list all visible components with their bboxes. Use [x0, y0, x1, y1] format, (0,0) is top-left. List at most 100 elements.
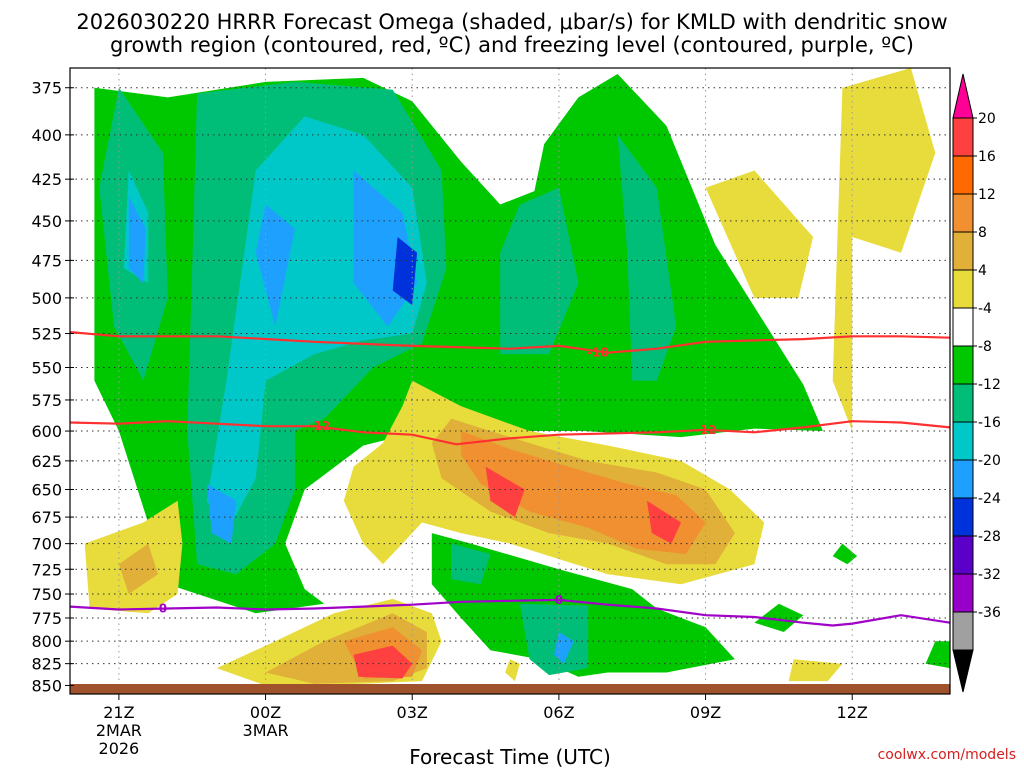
y-tick-800: 800: [31, 632, 62, 651]
x-tick-date-21Z: 2MAR: [96, 721, 142, 740]
x-tick-year-21Z: 2026: [99, 739, 140, 758]
dgz-minus-12-line: [70, 420, 950, 446]
colorbar-bin-6: [952, 345, 974, 385]
y-axis: 375 400 425 450 475 500 525 550 575 600 625 650 675 7…: [31, 79, 74, 695]
y-tick-700: 700: [31, 535, 62, 554]
colorbar-label-8: 8: [978, 225, 987, 241]
y-tick-725: 725: [31, 560, 62, 579]
freezing-level-0-label-1: 0: [555, 593, 563, 607]
omega-region--12-7: [500, 187, 579, 355]
colorbar-label-4: 4: [978, 263, 987, 279]
colorbar-label--12: -12: [978, 377, 1001, 393]
colorbar-bin-2: [952, 193, 974, 233]
y-tick-675: 675: [31, 508, 62, 527]
colorbar-label--28: -28: [978, 529, 1001, 545]
chart-title-line1: 2026030220 HRRR Forecast Omega (shaded, …: [76, 10, 947, 34]
omega-region-4-22: [705, 170, 814, 298]
omega-region-16-32: [646, 500, 682, 544]
dgz-minus-18-label-0: -18: [587, 346, 609, 360]
colorbar-label--16: -16: [978, 415, 1001, 431]
colorbar-label--20: -20: [978, 453, 1001, 469]
x-tick-06Z: 06Z: [543, 703, 574, 722]
omega-region--20-13: [128, 196, 146, 284]
y-tick-600: 600: [31, 422, 62, 441]
colorbar-bin-9: [952, 459, 974, 499]
colorbar-bin-13: [952, 611, 974, 651]
colorbar-bin-3: [952, 231, 974, 271]
freezing-level-0-label-0: 0: [159, 601, 167, 615]
y-tick-475: 475: [31, 251, 62, 270]
omega-region-12-29: [461, 431, 706, 554]
omega-region-8-27: [118, 543, 158, 594]
omega-region--24-18: [392, 237, 418, 306]
x-tick-09Z: 09Z: [690, 703, 721, 722]
colorbar-label--36: -36: [978, 605, 1001, 621]
colorbar-label-16: 16: [978, 149, 996, 165]
x-tick-date-00Z: 3MAR: [243, 721, 289, 740]
colorbar-bin-5: [952, 307, 974, 347]
dgz-minus-12-label-0: -12: [308, 419, 330, 433]
x-tick-03Z: 03Z: [397, 703, 428, 722]
omega-region--8-3: [754, 603, 804, 632]
y-tick-750: 750: [31, 585, 62, 604]
y-tick-375: 375: [31, 79, 62, 98]
colorbar-arrow-bottom: [952, 649, 974, 693]
colorbar-label--32: -32: [978, 567, 1001, 583]
omega-region--20-17: [554, 632, 574, 664]
omega-region-16-31: [485, 466, 525, 518]
y-tick-450: 450: [31, 212, 62, 231]
colorbar-bin-1: [952, 155, 974, 195]
terrain-strip: [70, 684, 950, 694]
colorbar: 20 16 12 8 4 -4 -8 -12 -16 -20 -24 -28 -32 -36: [952, 73, 1001, 693]
colorbar-arrow-top: [952, 73, 974, 119]
y-tick-575: 575: [31, 391, 62, 410]
y-tick-500: 500: [31, 289, 62, 308]
colorbar-bin-10: [952, 497, 974, 537]
freezing-level-0-line: [70, 598, 950, 627]
dgz-minus-12-label-1: -12: [695, 423, 717, 437]
colorbar-bin-7: [952, 383, 974, 423]
y-tick-550: 550: [31, 358, 62, 377]
y-tick-650: 650: [31, 481, 62, 500]
colorbar-label--24: -24: [978, 491, 1001, 507]
omega-region--8-4: [925, 641, 950, 669]
contour-lines: -18 -12 -12 0 0: [70, 331, 950, 627]
omega-region--12-9: [519, 603, 589, 676]
x-axis-label: Forecast Time (UTC): [409, 745, 611, 768]
omega-region--12-10: [451, 543, 491, 585]
omega-shading: [84, 68, 950, 686]
x-tick-12Z: 12Z: [837, 703, 868, 722]
y-tick-775: 775: [31, 609, 62, 628]
y-tick-425: 425: [31, 170, 62, 189]
colorbar-bin-12: [952, 573, 974, 613]
omega-region-4-24: [788, 659, 843, 682]
y-tick-850: 850: [31, 676, 62, 695]
y-tick-825: 825: [31, 655, 62, 674]
colorbar-bin-8: [952, 421, 974, 461]
colorbar-bin-11: [952, 535, 974, 575]
omega-region-4-23: [832, 68, 936, 431]
omega-region--20-14: [255, 204, 295, 327]
colorbar-label-20: 20: [978, 111, 996, 127]
omega-region-16-33: [353, 645, 413, 679]
x-tick-21Z: 21Z: [103, 703, 134, 722]
y-tick-525: 525: [31, 325, 62, 344]
omega-region--12-8: [617, 134, 677, 381]
omega-region-4-25: [505, 659, 520, 682]
x-tick-00Z: 00Z: [250, 703, 281, 722]
omega-region--8-2: [832, 543, 858, 565]
colorbar-label--8: -8: [978, 339, 992, 355]
colorbar-label--4: -4: [978, 301, 992, 317]
colorbar-bin-0: [952, 117, 974, 157]
plot-frame: [69, 67, 951, 695]
omega-region--20-16: [206, 483, 237, 544]
chart-title-line2: growth region (contoured, red, ºC) and f…: [110, 33, 914, 57]
y-tick-625: 625: [31, 452, 62, 471]
dgz-minus-18-line: [70, 331, 950, 354]
colorbar-bin-4: [952, 269, 974, 309]
y-tick-400: 400: [31, 126, 62, 145]
credit-text: coolwx.com/models: [878, 747, 1016, 763]
colorbar-label-12: 12: [978, 187, 996, 203]
